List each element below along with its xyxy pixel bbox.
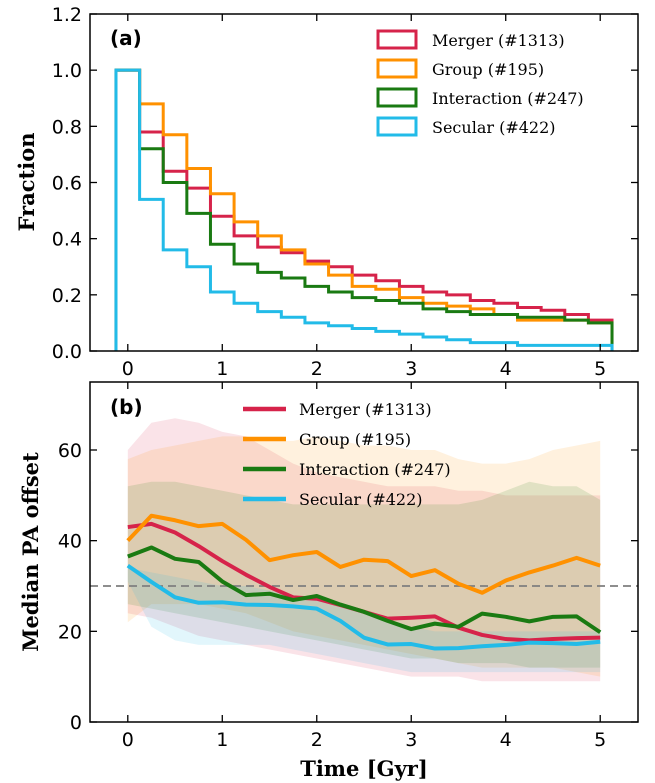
legend-label-merger: Merger (#1313) xyxy=(299,400,432,419)
range-band-interaction xyxy=(127,481,601,668)
panel-a-y-tick-label: 0.8 xyxy=(52,116,82,138)
legend-swatch-secular xyxy=(376,116,418,137)
legend-label-merger: Merger (#1313) xyxy=(432,31,565,50)
panel-b-y-tick-label: 20 xyxy=(58,621,82,643)
panel-b-label: (b) xyxy=(110,395,143,419)
panel-a-x-tick-label: 1 xyxy=(216,358,228,380)
panel-b-x-tick-label: 5 xyxy=(594,729,606,751)
panel-a-x-tick-label: 4 xyxy=(500,358,512,380)
panel-b-y-tick-label: 60 xyxy=(58,440,82,462)
panel-b-x-tick-label: 4 xyxy=(500,729,512,751)
panel-a-y-axis-title: Fraction xyxy=(14,133,39,232)
legend-label-interaction: Interaction (#247) xyxy=(299,460,451,479)
legend-label-group: Group (#195) xyxy=(299,430,411,449)
panel-a-x-tick-label: 2 xyxy=(311,358,323,380)
step-line-interaction xyxy=(114,68,614,351)
panel-b-y-tick-label: 0 xyxy=(70,712,82,734)
legend-label-secular: Secular (#422) xyxy=(299,490,423,509)
panel-b-x-tick-label: 0 xyxy=(122,729,134,751)
panel-a-label: (a) xyxy=(110,26,142,50)
panel-b-y-tick-label: 40 xyxy=(58,531,82,553)
legend-swatch-group xyxy=(376,58,418,79)
panel-a-x-tick-label: 5 xyxy=(594,358,606,380)
panel-a-y-tick-label: 1.0 xyxy=(52,60,82,82)
panel-a-x-tick-label: 3 xyxy=(405,358,417,380)
step-line-secular xyxy=(114,68,614,351)
legend-label-secular: Secular (#422) xyxy=(432,118,556,137)
legend-label-group: Group (#195) xyxy=(432,60,544,79)
panel-b-frame xyxy=(89,381,639,723)
panel-a-y-tick-label: 0.6 xyxy=(52,173,82,195)
panel-a-y-tick-label: 0.2 xyxy=(52,285,82,307)
median-line-secular xyxy=(126,563,601,651)
panel-a-y-tick-label: 1.2 xyxy=(52,4,82,26)
panel-b-y-axis-title: Median PA offset xyxy=(18,452,43,652)
panel-b-x-tick-label: 2 xyxy=(311,729,323,751)
panel-b-x-tick-label: 1 xyxy=(216,729,228,751)
legend-swatch-interaction xyxy=(376,87,418,108)
panel-a-legend: Merger (#1313) Group (#195) Interaction (#… xyxy=(376,29,584,137)
panel-a-x-tick-label: 0 xyxy=(122,358,134,380)
panel-b-x-tick-label: 3 xyxy=(405,729,417,751)
range-band-group xyxy=(127,436,601,677)
legend-label-interaction: Interaction (#247) xyxy=(432,89,584,108)
step-line-merger xyxy=(114,68,614,351)
panel-b-legend: Merger (#1313) Group (#195) Interaction (#… xyxy=(243,400,451,509)
panel-a-y-tick-label: 0.0 xyxy=(52,341,82,363)
median-line-group xyxy=(126,513,601,595)
median-line-interaction xyxy=(127,545,602,634)
panel-a-fraction-chart: 0 1 2 3 4 5 0.0 0.2 0.4 0.6 0.8 1.0 1.2 (a) Merger (… xyxy=(14,4,639,380)
x-axis-title: Time [Gyr] xyxy=(300,756,428,781)
panel-a-y-tick-label: 0.4 xyxy=(52,229,82,251)
legend-swatch-merger xyxy=(376,29,418,50)
panel-b-pa-offset-chart: 0 1 2 3 4 5 0 20 40 60 (b) Merger (#1313) Group (#… xyxy=(18,381,639,751)
